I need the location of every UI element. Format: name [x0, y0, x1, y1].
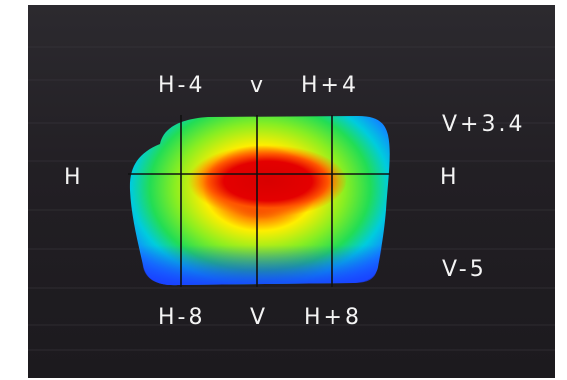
label-h-plus-4: H+4 — [301, 73, 359, 98]
label-h-right: H — [440, 165, 460, 190]
beam-bottom-band — [140, 245, 383, 286]
label-v-bottom: V — [250, 305, 269, 330]
label-v-plus-3-4: V+3.4 — [442, 112, 526, 137]
label-h-minus-8: H-8 — [158, 305, 206, 330]
beam-hotspot — [186, 145, 346, 217]
label-v-minus-5: V-5 — [442, 257, 487, 282]
label-h-left: H — [64, 165, 84, 190]
label-h-minus-4: H-4 — [158, 73, 206, 98]
beam-pattern-panel: H-4 v H+4 V+3.4 H H V-5 H-8 V H+8 — [28, 5, 555, 378]
beam-pattern-graphic — [28, 46, 555, 351]
grid-lines — [128, 115, 390, 287]
label-h-plus-8: H+8 — [304, 305, 362, 330]
label-v-top: v — [250, 73, 267, 98]
